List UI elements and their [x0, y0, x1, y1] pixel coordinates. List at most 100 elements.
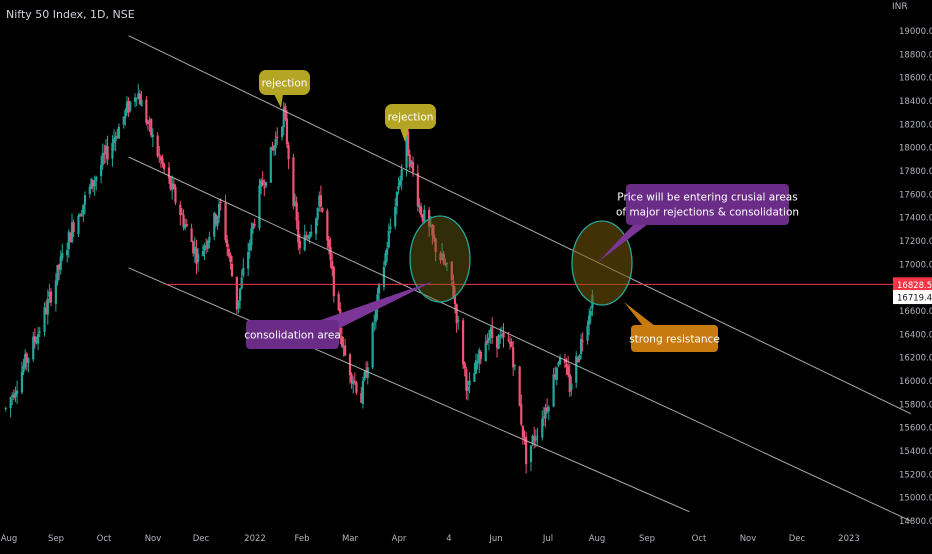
candle-body: [563, 359, 567, 363]
y-tick-label: 15200.00: [899, 470, 932, 480]
x-tick-label: Mar: [342, 534, 359, 544]
candle-body: [453, 296, 457, 305]
candle-body: [196, 253, 200, 262]
candle-body: [124, 110, 127, 119]
candle-body: [174, 186, 177, 203]
candle-body: [360, 393, 363, 403]
candle-body: [90, 178, 93, 189]
x-tick-label: Feb: [294, 534, 309, 544]
candle-body: [533, 435, 536, 442]
candle-body: [158, 154, 161, 156]
rejection-callout-1[interactable]: rejection: [259, 70, 310, 108]
candle-body: [344, 345, 347, 356]
candle-body: [182, 214, 185, 228]
candle-body: [172, 183, 175, 189]
drawings-layer: [128, 35, 911, 522]
candle-body: [203, 245, 206, 251]
candle-body: [306, 237, 310, 239]
candle-body: [518, 366, 521, 406]
candle-body: [457, 320, 460, 322]
candle-body: [484, 342, 487, 362]
candle-body: [129, 101, 132, 111]
y-tick-label: 14800.00: [899, 517, 932, 527]
candle-body: [423, 209, 426, 222]
candles-layer: [4, 83, 594, 474]
candle-body: [133, 97, 137, 102]
candle-body: [206, 240, 209, 249]
resistance-ellipse[interactable]: [571, 220, 633, 306]
candle-body: [365, 370, 368, 378]
candle-body: [122, 116, 125, 125]
candle-body: [445, 263, 449, 265]
candle-body: [361, 380, 365, 405]
strong-resistance-callout[interactable]: strong resistance: [624, 302, 720, 352]
candle-body: [101, 153, 104, 166]
candle-body: [429, 225, 432, 227]
consolidation-label: consolidation area: [244, 330, 341, 342]
candle-body: [213, 212, 216, 237]
level-price-tag: [893, 277, 932, 292]
candle-body: [156, 135, 159, 157]
candle-body: [318, 195, 321, 207]
candle-body: [146, 121, 150, 125]
price-note-line-2: of major rejections & consolidation: [616, 207, 799, 219]
x-tick-label: Sep: [639, 534, 655, 544]
candle-body: [508, 341, 512, 344]
candle-body: [59, 256, 62, 270]
candle-body: [269, 146, 272, 183]
x-tick-label: Apr: [392, 534, 407, 544]
candle-body: [235, 276, 238, 310]
candle-body: [363, 372, 366, 380]
candle-body: [24, 353, 27, 368]
candle-body: [151, 134, 154, 138]
candle-body: [184, 224, 187, 229]
candle-body: [77, 215, 80, 234]
candle-body: [140, 99, 143, 107]
y-tick-label: 16200.00: [899, 354, 932, 364]
candle-body: [250, 228, 253, 245]
candle-body: [373, 323, 376, 325]
candle-body: [4, 407, 7, 410]
candle-body: [240, 277, 243, 289]
candle-body: [12, 394, 15, 398]
candle-body: [374, 308, 377, 322]
strong-resistance-label: strong resistance: [629, 334, 720, 346]
candle-body: [295, 202, 298, 221]
rejection-callout-2[interactable]: rejection: [385, 104, 436, 142]
consolidation-ellipse[interactable]: [409, 215, 471, 303]
candle-body: [500, 334, 503, 337]
candle-body: [272, 145, 276, 151]
candle-body: [382, 266, 386, 288]
candle-body: [439, 253, 442, 261]
candle-body: [463, 362, 466, 369]
candle-body: [135, 98, 138, 100]
candle-body: [82, 204, 85, 215]
candle-body: [394, 207, 397, 227]
candle-body: [570, 383, 573, 390]
y-tick-label: 17600.00: [899, 190, 932, 200]
channel-line-upper: [128, 35, 911, 415]
candle-body: [261, 179, 264, 186]
callouts-layer: rejection rejection consolidation area s…: [244, 70, 799, 352]
candle-body: [400, 168, 403, 181]
candle-body: [310, 231, 313, 236]
candle-body: [450, 261, 453, 280]
candle-body: [568, 374, 571, 392]
candle-body: [293, 201, 297, 205]
candle-body: [242, 267, 245, 276]
candle-body: [57, 264, 61, 270]
candle-body: [557, 362, 560, 366]
candle-body: [9, 397, 12, 409]
price-note-callout[interactable]: Price will be entering crusial areas of …: [598, 184, 799, 262]
candle-body: [507, 339, 510, 341]
candle-body: [544, 407, 547, 419]
candle-body: [431, 224, 434, 236]
x-tick-label: Dec: [193, 534, 210, 544]
x-tick-label: Jun: [488, 534, 502, 544]
candle-body: [185, 224, 188, 227]
candle-body: [521, 425, 524, 438]
candle-body: [555, 367, 558, 380]
consolidation-callout[interactable]: consolidation area: [244, 281, 434, 349]
